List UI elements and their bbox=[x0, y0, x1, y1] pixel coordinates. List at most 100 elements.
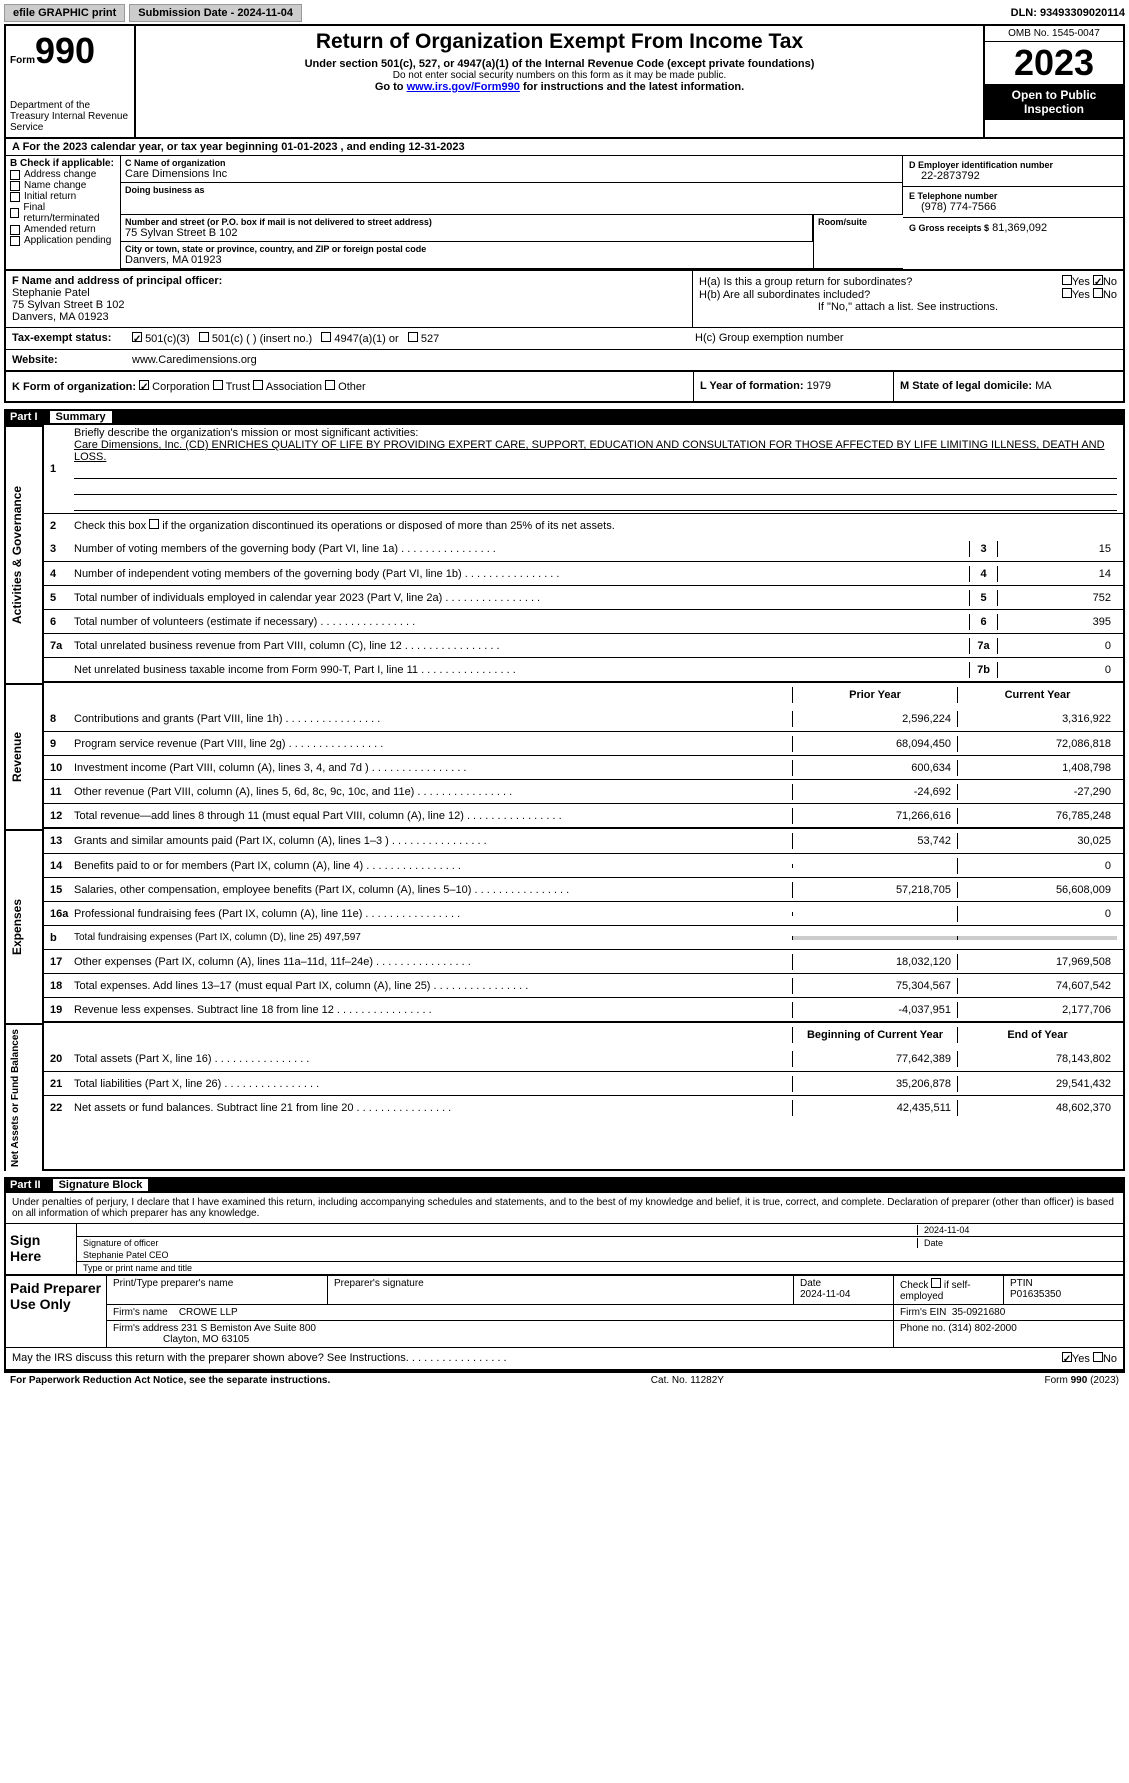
section-abcd: B Check if applicable: Address change Na… bbox=[4, 156, 1125, 271]
firm-phone: (314) 802-2000 bbox=[948, 1323, 1016, 1334]
chk-discontinued[interactable] bbox=[149, 519, 159, 529]
city-label: City or town, state or province, country… bbox=[125, 244, 809, 254]
sig-officer-label: Signature of officer bbox=[83, 1238, 917, 1248]
hdr-begin-year: Beginning of Current Year bbox=[792, 1027, 957, 1043]
omb-number: OMB No. 1545-0047 bbox=[985, 26, 1123, 42]
chk-amended[interactable] bbox=[10, 225, 20, 235]
hb-label: H(b) Are all subordinates included? bbox=[699, 289, 870, 301]
summary-row: 4Number of independent voting members of… bbox=[44, 561, 1123, 585]
vert-revenue: Revenue bbox=[4, 683, 44, 829]
top-bar: efile GRAPHIC print Submission Date - 20… bbox=[4, 4, 1125, 22]
street-address: 75 Sylvan Street B 102 bbox=[125, 227, 808, 239]
part-i-header: Part I Summary bbox=[4, 409, 1125, 425]
firm-ein: 35-0921680 bbox=[952, 1307, 1005, 1318]
summary-row: 7aTotal unrelated business revenue from … bbox=[44, 633, 1123, 657]
data-row: 9Program service revenue (Part VIII, lin… bbox=[44, 731, 1123, 755]
irs-link[interactable]: www.irs.gov/Form990 bbox=[407, 81, 520, 93]
chk-discuss-no[interactable] bbox=[1093, 1352, 1103, 1362]
chk-initial-return[interactable] bbox=[10, 192, 20, 202]
chk-name-change[interactable] bbox=[10, 181, 20, 191]
data-row: 10Investment income (Part VIII, column (… bbox=[44, 755, 1123, 779]
data-row: 8Contributions and grants (Part VIII, li… bbox=[44, 707, 1123, 731]
hdr-current-year: Current Year bbox=[957, 687, 1117, 703]
chk-527[interactable] bbox=[408, 332, 418, 342]
data-row: 18Total expenses. Add lines 13–17 (must … bbox=[44, 973, 1123, 997]
form-title: Return of Organization Exempt From Incom… bbox=[144, 30, 975, 54]
sign-here-label: Sign Here bbox=[6, 1224, 76, 1274]
dba-label: Doing business as bbox=[125, 185, 898, 195]
discuss-question: May the IRS discuss this return with the… bbox=[12, 1352, 507, 1365]
k-label: K Form of organization: bbox=[12, 381, 136, 393]
hc-label: H(c) Group exemption number bbox=[687, 332, 1117, 345]
chk-hb-yes[interactable] bbox=[1062, 288, 1072, 298]
tax-year: 2023 bbox=[985, 42, 1123, 84]
summary-row: 5Total number of individuals employed in… bbox=[44, 585, 1123, 609]
open-inspection: Open to Public Inspection bbox=[985, 84, 1123, 120]
footer-left: For Paperwork Reduction Act Notice, see … bbox=[10, 1375, 330, 1386]
part-i-num: Part I bbox=[10, 411, 38, 423]
i-label: Tax-exempt status: bbox=[6, 328, 126, 349]
revenue-section: Revenue Prior YearCurrent Year 8Contribu… bbox=[4, 683, 1125, 829]
netassets-section: Net Assets or Fund Balances Beginning of… bbox=[4, 1023, 1125, 1171]
year-formation: 1979 bbox=[807, 380, 831, 392]
c-name-label: C Name of organization bbox=[125, 158, 898, 168]
chk-4947[interactable] bbox=[321, 332, 331, 342]
vert-expenses: Expenses bbox=[4, 829, 44, 1023]
submission-date: Submission Date - 2024-11-04 bbox=[129, 4, 302, 22]
paid-preparer-label: Paid Preparer Use Only bbox=[6, 1276, 106, 1347]
chk-trust[interactable] bbox=[213, 380, 223, 390]
part-ii-header: Part II Signature Block bbox=[4, 1177, 1125, 1193]
chk-501c3[interactable] bbox=[132, 332, 142, 342]
part-ii-num: Part II bbox=[10, 1179, 41, 1191]
section-f: F Name and address of principal officer:… bbox=[4, 271, 1125, 327]
header-right: OMB No. 1545-0047 2023 Open to Public In… bbox=[983, 26, 1123, 137]
footer-right: Form 990 (2023) bbox=[1045, 1375, 1119, 1386]
l2-text: Check this box if the organization disco… bbox=[74, 519, 1117, 532]
officer-name: Stephanie Patel bbox=[12, 287, 686, 299]
summary-row: 3Number of voting members of the governi… bbox=[44, 537, 1123, 561]
chk-ha-yes[interactable] bbox=[1062, 275, 1072, 285]
chk-discuss-yes[interactable] bbox=[1062, 1352, 1072, 1362]
chk-address-change[interactable] bbox=[10, 170, 20, 180]
hdr-prior-year: Prior Year bbox=[792, 687, 957, 703]
phone-value: (978) 774-7566 bbox=[909, 201, 1117, 213]
data-row: 12Total revenue—add lines 8 through 11 (… bbox=[44, 803, 1123, 827]
chk-pending[interactable] bbox=[10, 236, 20, 246]
col-d: D Employer identification number 22-2873… bbox=[903, 156, 1123, 269]
activities-section: Activities & Governance 1Briefly describ… bbox=[4, 425, 1125, 683]
page: efile GRAPHIC print Submission Date - 20… bbox=[0, 0, 1129, 1392]
officer-city: Danvers, MA 01923 bbox=[12, 311, 686, 323]
chk-ha-no[interactable] bbox=[1093, 275, 1103, 285]
dept-label: Department of the Treasury Internal Reve… bbox=[10, 100, 130, 133]
firm-addr: 231 S Bemiston Ave Suite 800 bbox=[181, 1323, 316, 1334]
chk-self-employed[interactable] bbox=[931, 1278, 941, 1288]
dln: DLN: 93493309020114 bbox=[1011, 7, 1125, 19]
data-row: 20Total assets (Part X, line 16)77,642,3… bbox=[44, 1047, 1123, 1071]
website-value: www.Caredimensions.org bbox=[126, 350, 693, 370]
chk-other[interactable] bbox=[325, 380, 335, 390]
row-j: Website: www.Caredimensions.org bbox=[4, 349, 1125, 371]
form-number: 990 bbox=[35, 30, 95, 71]
gross-label: G Gross receipts $ bbox=[909, 223, 989, 233]
data-row: 15Salaries, other compensation, employee… bbox=[44, 877, 1123, 901]
chk-hb-no[interactable] bbox=[1093, 288, 1103, 298]
vert-netassets: Net Assets or Fund Balances bbox=[4, 1023, 44, 1171]
chk-assoc[interactable] bbox=[253, 380, 263, 390]
chk-final-return[interactable] bbox=[10, 208, 19, 218]
vert-activities: Activities & Governance bbox=[4, 425, 44, 683]
footer-center: Cat. No. 11282Y bbox=[651, 1375, 724, 1386]
efile-button[interactable]: efile GRAPHIC print bbox=[4, 4, 125, 22]
col-c: C Name of organization Care Dimensions I… bbox=[121, 156, 903, 269]
data-row: 16aProfessional fundraising fees (Part I… bbox=[44, 901, 1123, 925]
sig-intro: Under penalties of perjury, I declare th… bbox=[6, 1193, 1123, 1223]
data-row: 17Other expenses (Part IX, column (A), l… bbox=[44, 949, 1123, 973]
ein-value: 22-2873792 bbox=[909, 170, 1117, 182]
sig-date: 2024-11-04 bbox=[917, 1225, 1117, 1235]
chk-corp[interactable] bbox=[139, 380, 149, 390]
chk-501c[interactable] bbox=[199, 332, 209, 342]
sig-date-label: Date bbox=[917, 1238, 1117, 1248]
header-sub2: Do not enter social security numbers on … bbox=[144, 70, 975, 81]
data-row: 22Net assets or fund balances. Subtract … bbox=[44, 1095, 1123, 1119]
header-left: Form990 Department of the Treasury Inter… bbox=[6, 26, 136, 137]
addr-label: Number and street (or P.O. box if mail i… bbox=[125, 217, 808, 227]
